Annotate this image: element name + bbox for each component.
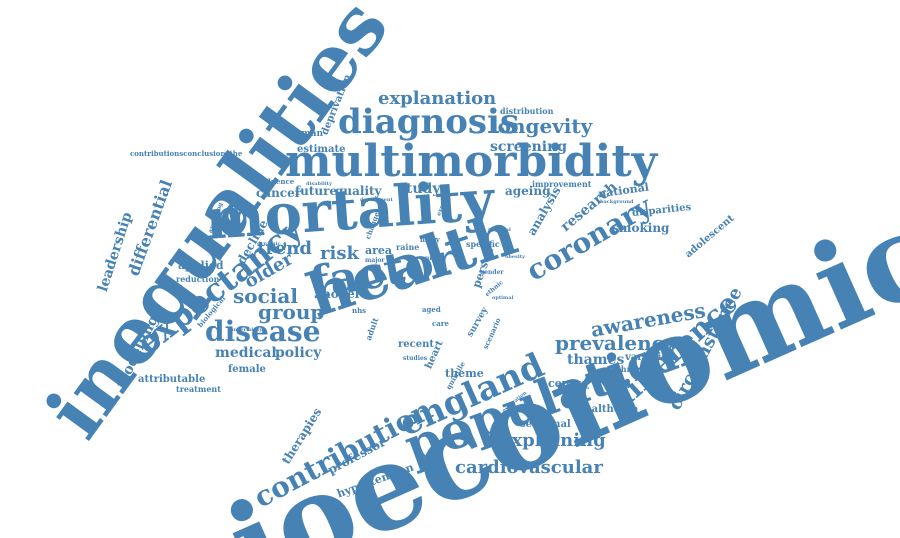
word-cloud-word: care — [432, 319, 449, 328]
word-cloud-word: quality — [335, 184, 382, 198]
word-cloud-word: distribution — [500, 106, 554, 116]
word-cloud-word: studies — [403, 355, 428, 362]
word-cloud-word: screening — [490, 139, 568, 155]
word-cloud-word: specific — [466, 239, 500, 249]
word-cloud-word: mory — [420, 235, 440, 244]
word-cloud-word: obesity — [505, 254, 525, 260]
word-cloud-word: risk — [320, 243, 359, 264]
word-cloud-word: reduction — [176, 274, 220, 284]
word-cloud-word: sectional — [520, 419, 571, 430]
word-cloud-word: aged — [422, 305, 441, 314]
word-cloud-word: definition — [562, 385, 590, 391]
word-cloud-word: multimorbidity — [285, 136, 658, 187]
word-cloud-word: human — [288, 129, 323, 139]
word-cloud-word: adolescent — [683, 213, 737, 261]
word-cloud-word: scenario — [480, 316, 503, 351]
word-cloud-word: group — [258, 300, 325, 324]
word-cloud-word: female — [228, 364, 266, 375]
word-cloud-word: major — [365, 257, 385, 264]
word-cloud-word: recent — [398, 339, 434, 350]
word-cloud-word: study — [398, 181, 441, 197]
word-cloud-word: diagnosis — [338, 102, 520, 142]
word-cloud-word: prevalence — [555, 331, 677, 355]
word-cloud-word: area — [365, 244, 393, 257]
word-cloud-word: trend — [257, 238, 312, 259]
word-cloud-word: disability — [306, 181, 332, 187]
word-cloud-word: nhs — [352, 306, 367, 315]
word-cloud-word: cardiovascular — [455, 457, 603, 478]
word-cloud-word: unit — [425, 255, 439, 262]
word-cloud-word: applied — [178, 259, 224, 272]
word-cloud-word: future — [295, 184, 338, 198]
word-cloud-word: explanation — [378, 88, 497, 109]
word-cloud-word: dynamic — [257, 241, 281, 247]
word-cloud-word: adult — [362, 316, 381, 342]
word-cloud-word: theme — [445, 367, 484, 380]
word-cloud-word: department — [360, 197, 393, 203]
word-cloud-word: physical — [488, 227, 511, 233]
word-cloud-word: healthcare — [578, 404, 638, 415]
word-cloud-word: attributable — [138, 374, 206, 385]
word-cloud-word: longevity — [490, 114, 593, 138]
word-cloud-word: treatment — [176, 384, 221, 394]
word-cloud-word: improvement — [532, 179, 592, 189]
word-cloud-word: raine — [396, 242, 420, 252]
word-cloud-word: optimal — [492, 295, 514, 301]
word-cloud-word: medical — [215, 345, 277, 361]
word-cloud-word: explaining — [500, 430, 606, 451]
word-cloud-word: thames — [567, 352, 625, 368]
word-cloud-word: gender — [480, 269, 504, 276]
word-cloud-word: social — [233, 284, 298, 308]
word-cloud-word: contributionsconclusionsthe — [130, 149, 243, 158]
word-cloud-word: model — [318, 287, 360, 301]
word-cloud-word: ageing — [505, 184, 551, 198]
word-cloud-word: ethnicity — [612, 364, 652, 374]
word-cloud-word: centre — [548, 377, 588, 390]
word-cloud-word: influence — [258, 177, 295, 186]
word-cloud-word: uncertainty — [230, 327, 263, 333]
word-cloud-word: background — [600, 199, 634, 205]
word-cloud-word: cancer — [256, 186, 302, 200]
word-cloud-word: disease — [205, 315, 321, 348]
word-cloud-word: variation — [625, 352, 676, 363]
word-cloud-word: estimate — [297, 144, 346, 155]
word-cloud-word: policy — [275, 345, 322, 361]
word-cloud-word: smoking — [612, 221, 670, 235]
